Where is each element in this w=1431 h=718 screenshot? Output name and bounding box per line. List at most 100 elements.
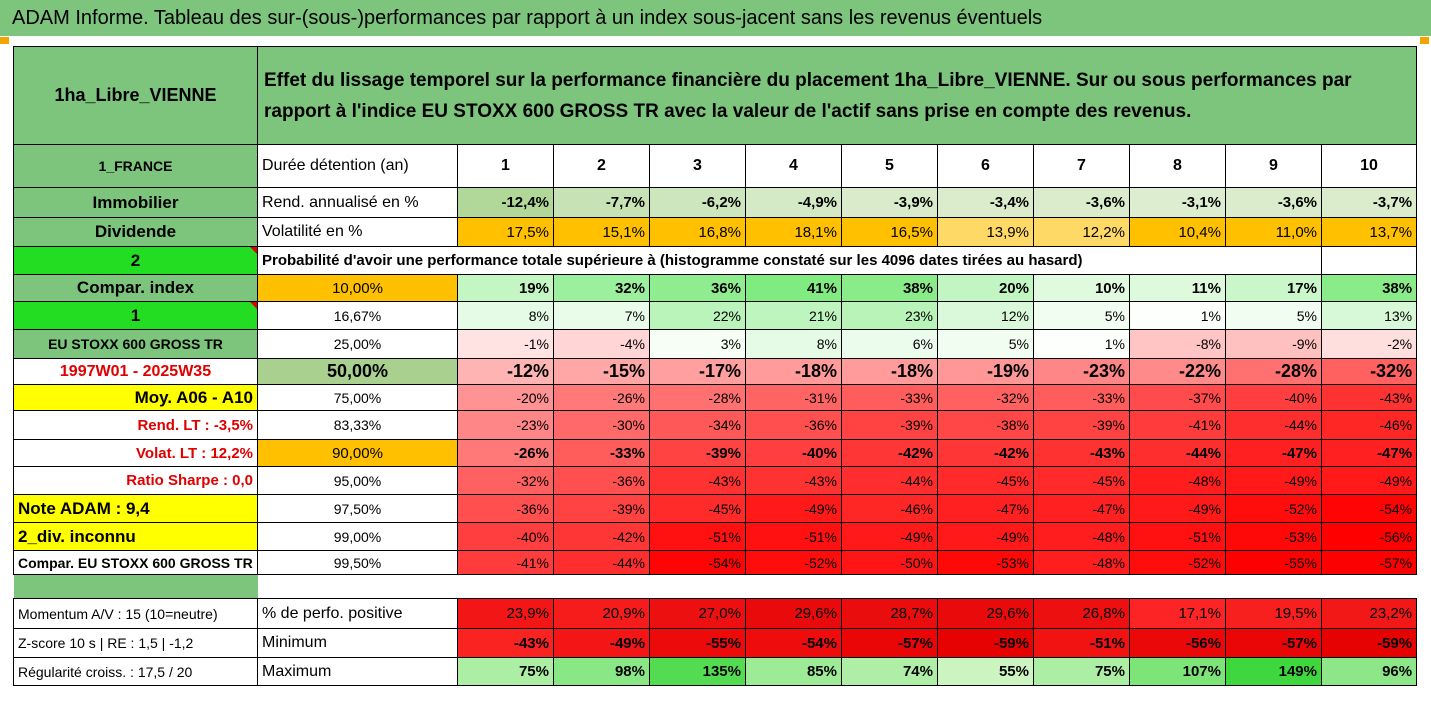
- row-left-label[interactable]: Ratio Sharpe : 0,0: [13, 466, 258, 495]
- value-cell[interactable]: 3: [649, 144, 746, 188]
- value-cell[interactable]: -28%: [1225, 358, 1322, 385]
- value-cell[interactable]: -57%: [1225, 628, 1322, 658]
- row-label[interactable]: 90,00%: [257, 439, 458, 467]
- row-left-label[interactable]: 2: [13, 246, 258, 275]
- row-left-label[interactable]: EU STOXX 600 GROSS TR: [13, 329, 258, 359]
- value-cell[interactable]: 7%: [553, 301, 650, 330]
- value-cell[interactable]: -36%: [745, 410, 842, 440]
- value-cell[interactable]: 29,6%: [937, 598, 1034, 629]
- value-cell[interactable]: 11%: [1129, 274, 1226, 302]
- row-left-label[interactable]: Compar. index: [13, 274, 258, 302]
- row-label[interactable]: Rend. annualisé en %: [257, 187, 458, 218]
- value-cell[interactable]: -42%: [841, 439, 938, 467]
- value-cell[interactable]: -22%: [1129, 358, 1226, 385]
- value-cell[interactable]: -42%: [553, 522, 650, 551]
- value-cell[interactable]: -39%: [1033, 410, 1130, 440]
- value-cell[interactable]: 2: [553, 144, 650, 188]
- value-cell[interactable]: -8%: [1129, 329, 1226, 359]
- value-cell[interactable]: 23,2%: [1320, 598, 1418, 629]
- value-cell[interactable]: -49%: [1225, 466, 1322, 495]
- row-label[interactable]: 16,67%: [257, 301, 458, 330]
- value-cell[interactable]: 7: [1033, 144, 1130, 188]
- value-cell[interactable]: -48%: [1129, 466, 1226, 495]
- value-cell[interactable]: -49%: [937, 522, 1034, 551]
- value-cell[interactable]: -33%: [553, 439, 650, 467]
- value-cell[interactable]: -44%: [841, 466, 938, 495]
- value-cell[interactable]: 18,1%: [745, 217, 842, 247]
- row-left-label[interactable]: Note ADAM : 9,4: [13, 494, 258, 523]
- value-cell[interactable]: -59%: [937, 628, 1034, 658]
- value-cell[interactable]: -12,4%: [457, 187, 554, 218]
- value-cell[interactable]: -44%: [1225, 410, 1322, 440]
- value-cell[interactable]: -55%: [1225, 550, 1322, 575]
- value-cell[interactable]: 20%: [937, 274, 1034, 302]
- value-cell[interactable]: 5%: [1033, 301, 1130, 330]
- value-cell[interactable]: -49%: [841, 522, 938, 551]
- value-cell[interactable]: -3,1%: [1129, 187, 1226, 218]
- value-cell[interactable]: 98%: [553, 657, 650, 686]
- row-label[interactable]: 50,00%: [257, 358, 458, 385]
- value-cell[interactable]: 135%: [649, 657, 746, 686]
- value-cell[interactable]: -32%: [457, 466, 554, 495]
- value-cell[interactable]: -44%: [1129, 439, 1226, 467]
- value-cell[interactable]: -30%: [553, 410, 650, 440]
- value-cell[interactable]: -40%: [1225, 384, 1322, 411]
- value-cell[interactable]: 32%: [553, 274, 650, 302]
- row-label[interactable]: Maximum: [257, 657, 458, 686]
- value-cell[interactable]: -54%: [649, 550, 746, 575]
- value-cell[interactable]: -20%: [457, 384, 554, 411]
- value-cell[interactable]: 55%: [937, 657, 1034, 686]
- value-cell[interactable]: -51%: [649, 522, 746, 551]
- row-left-label[interactable]: 1997W01 - 2025W35: [13, 358, 258, 385]
- value-cell[interactable]: -6,2%: [649, 187, 746, 218]
- value-cell[interactable]: -47%: [1320, 439, 1418, 467]
- value-cell[interactable]: 28,7%: [841, 598, 938, 629]
- value-cell[interactable]: -53%: [937, 550, 1034, 575]
- value-cell[interactable]: -48%: [1033, 550, 1130, 575]
- value-cell[interactable]: -52%: [1225, 494, 1322, 523]
- value-cell[interactable]: 29,6%: [745, 598, 842, 629]
- row-label[interactable]: 25,00%: [257, 329, 458, 359]
- value-cell[interactable]: 19%: [457, 274, 554, 302]
- row-left-label[interactable]: 1_FRANCE: [13, 144, 258, 188]
- value-cell[interactable]: -55%: [649, 628, 746, 658]
- value-cell[interactable]: 36%: [649, 274, 746, 302]
- row-label[interactable]: Probabilité d'avoir une performance tota…: [257, 246, 1322, 275]
- value-cell[interactable]: -47%: [1225, 439, 1322, 467]
- value-cell[interactable]: -56%: [1320, 522, 1418, 551]
- value-cell[interactable]: -26%: [553, 384, 650, 411]
- value-cell[interactable]: -47%: [1033, 494, 1130, 523]
- value-cell[interactable]: -45%: [649, 494, 746, 523]
- value-cell[interactable]: -37%: [1129, 384, 1226, 411]
- value-cell[interactable]: 1%: [1129, 301, 1226, 330]
- value-cell[interactable]: -51%: [1129, 522, 1226, 551]
- value-cell[interactable]: -39%: [553, 494, 650, 523]
- value-cell[interactable]: -51%: [1033, 628, 1130, 658]
- value-cell[interactable]: -43%: [745, 466, 842, 495]
- value-cell[interactable]: -36%: [457, 494, 554, 523]
- value-cell[interactable]: 23%: [841, 301, 938, 330]
- value-cell[interactable]: -56%: [1129, 628, 1226, 658]
- value-cell[interactable]: 10: [1320, 144, 1418, 188]
- value-cell[interactable]: 8%: [745, 329, 842, 359]
- value-cell[interactable]: -43%: [649, 466, 746, 495]
- value-cell[interactable]: 10,4%: [1129, 217, 1226, 247]
- row-left-label[interactable]: Moy. A06 - A10: [13, 384, 258, 411]
- value-cell[interactable]: 23,9%: [457, 598, 554, 629]
- row-label[interactable]: % de perfo. positive: [257, 598, 458, 629]
- value-cell[interactable]: -44%: [553, 550, 650, 575]
- value-cell[interactable]: 13%: [1320, 301, 1418, 330]
- row-label[interactable]: 95,00%: [257, 466, 458, 495]
- value-cell[interactable]: -23%: [1033, 358, 1130, 385]
- description-cell[interactable]: Effet du lissage temporel sur la perform…: [256, 46, 1418, 145]
- value-cell[interactable]: -48%: [1033, 522, 1130, 551]
- value-cell[interactable]: -39%: [841, 410, 938, 440]
- value-cell[interactable]: -15%: [553, 358, 650, 385]
- value-cell[interactable]: -33%: [1033, 384, 1130, 411]
- value-cell[interactable]: -23%: [457, 410, 554, 440]
- value-cell[interactable]: 96%: [1320, 657, 1418, 686]
- value-cell[interactable]: 5: [841, 144, 938, 188]
- value-cell[interactable]: 22%: [649, 301, 746, 330]
- value-cell[interactable]: -46%: [841, 494, 938, 523]
- row-label[interactable]: 99,50%: [257, 550, 458, 575]
